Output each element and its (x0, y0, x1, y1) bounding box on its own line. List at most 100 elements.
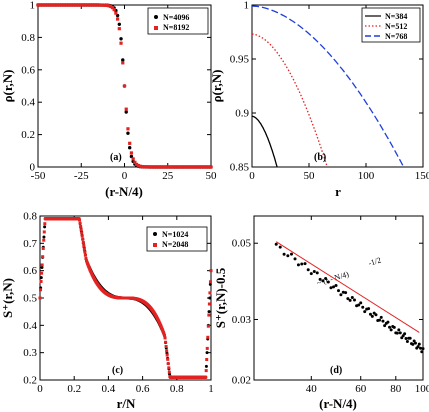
panel-b-frame (251, 4, 424, 168)
series-n2048-point (206, 335, 210, 339)
series-n8192-point (145, 165, 149, 169)
panel-d-data-point (408, 336, 412, 340)
series-n8192-point (138, 164, 142, 168)
series-n8192-point (197, 165, 201, 169)
series-n8192-point (91, 3, 95, 7)
series-n8192-point (160, 165, 165, 169)
panel-d-data-point (303, 262, 307, 266)
series-n2048-point (207, 313, 211, 317)
series-n8192-point (131, 157, 135, 161)
series-n2048-point (80, 234, 84, 238)
panel-a-ytick-label-0: 0 (30, 162, 36, 174)
panel-b-ytick-label-2: 0.95 (230, 54, 250, 66)
legend-marker-n2048 (153, 243, 157, 247)
series-n2048-point (208, 291, 212, 295)
legend-marker-n8192 (154, 26, 158, 30)
series-n8192-point (95, 3, 99, 7)
legend-label-n2048: N=2048 (162, 240, 188, 249)
series-n8192-point (154, 165, 158, 169)
panel-d-data-point (420, 350, 424, 354)
panel-d-data-point (359, 301, 363, 305)
series-n8192-point (69, 3, 73, 7)
series-n2048-point (207, 302, 211, 306)
series-n8192-point (83, 3, 87, 7)
panel-d-data-point (306, 268, 310, 272)
panel-d-data-point (404, 336, 408, 340)
series-n8192-point (71, 3, 75, 7)
series-n2048-point (42, 230, 46, 234)
panel-b-ytick-label-3: 1 (244, 0, 250, 12)
series-n2048-point (79, 224, 83, 228)
panel-b-ytick-label-0: 0.85 (230, 162, 250, 174)
panel-d-data-point (411, 342, 415, 346)
series-n2048-point (165, 353, 169, 357)
series-n8192-point (190, 165, 194, 169)
panel-d-data-point (379, 315, 383, 319)
series-n2048-point (84, 259, 88, 263)
series-n8192-point (96, 3, 101, 7)
series-n8192-point (186, 165, 191, 169)
panel-d-data-point (398, 331, 402, 335)
legend-label-n4096: N=4096 (163, 13, 189, 22)
series-n8192-point (133, 160, 137, 164)
panel-d-data-point (321, 279, 325, 283)
panel-d-data-point (278, 245, 282, 249)
series-n8192-point (193, 165, 198, 169)
series-n384-line (251, 115, 278, 168)
series-n512-line (252, 33, 328, 168)
panel-d-xtick-label-3: 100 (415, 383, 429, 395)
series-n8192-point (124, 107, 128, 111)
panel-b-xtick-label-2: 100 (358, 170, 375, 182)
series-n8192-point (36, 3, 40, 7)
panel-d-data-point (370, 314, 374, 318)
series-n8192-point (64, 3, 68, 7)
panel-d-data-point (378, 318, 382, 322)
series-n8192-point (48, 3, 52, 7)
series-n2048-point (40, 263, 44, 267)
series-n2048-point (164, 340, 168, 344)
series-n4096-point (121, 58, 125, 62)
series-n2048-point (204, 375, 208, 379)
series-n8192-point (46, 3, 50, 7)
series-n8192-point (188, 165, 192, 169)
panel-d-data-point (274, 242, 278, 246)
legend-label-n512: N=512 (385, 22, 407, 31)
series-n8192-point (209, 165, 213, 169)
panel-d-xlabel: (r-N/4) (319, 396, 357, 411)
series-n8192-point (181, 165, 185, 169)
series-n8192-point (167, 165, 172, 169)
series-n2048-point (83, 250, 87, 254)
series-n2048-point (163, 336, 167, 340)
panel-a-xtick-label-1: -25 (74, 170, 89, 182)
series-n2048-point (166, 362, 170, 366)
series-n2048-point (208, 280, 212, 284)
legend-label-n1024: N=1024 (162, 230, 188, 239)
panel-d-data-point (326, 280, 330, 284)
series-n8192-point (140, 164, 144, 169)
series-n8192-point (38, 3, 42, 7)
panel-c-xtick-label-2: 0.4 (102, 383, 116, 395)
series-n8192-point (122, 84, 127, 88)
series-n8192-point (126, 127, 130, 131)
panel-d-ytick-label-0: 0.02 (232, 375, 251, 387)
series-n8192-point (141, 165, 146, 169)
series-n2048-point (38, 296, 42, 300)
panel-a-xlabel: (r-N/4) (105, 184, 143, 199)
series-n8192-point (88, 3, 92, 7)
series-n2048-point (78, 221, 82, 225)
panel-d-data-point (324, 276, 328, 280)
series-n8192-point (109, 4, 113, 9)
panel-d-data-point (346, 297, 350, 301)
series-n8192-point (143, 165, 147, 169)
series-n2048-point (167, 366, 171, 370)
series-n1024-point (39, 276, 43, 280)
series-n8192-point (93, 3, 97, 7)
series-n8192-point (60, 3, 64, 7)
panel-c-ytick-label-4: 0.6 (23, 265, 37, 277)
series-n8192-point (81, 3, 85, 7)
panel-d-data-point (350, 295, 354, 299)
legend-label-n384: N=384 (385, 12, 407, 21)
series-n2048-point (84, 256, 88, 260)
panel-d-ylabel: S⁺(r,N)-0.5 (213, 267, 228, 328)
